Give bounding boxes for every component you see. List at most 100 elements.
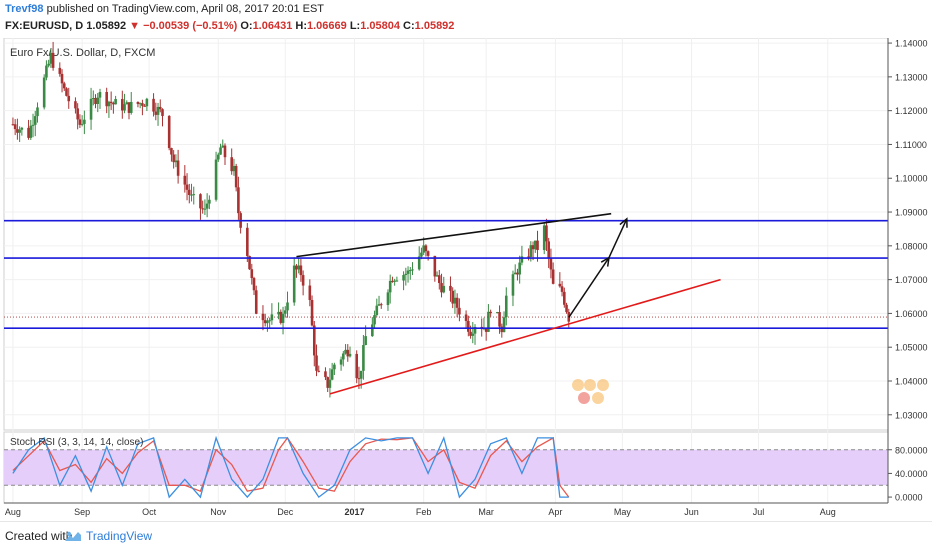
candle-body <box>386 292 390 306</box>
candle-body <box>295 265 298 270</box>
candle-body <box>223 145 227 158</box>
stochastic-pane <box>4 435 888 499</box>
candle-body <box>344 349 347 354</box>
candle-body <box>31 124 35 126</box>
candle-body <box>531 245 535 250</box>
candle-body <box>141 103 144 106</box>
candle-body <box>326 377 329 388</box>
candle-body <box>449 285 452 291</box>
candle-body <box>317 370 321 372</box>
candle-body <box>51 52 55 68</box>
x-tick-label: Feb <box>416 507 432 517</box>
x-tick-label: Nov <box>210 507 227 517</box>
candle-body <box>36 107 39 117</box>
candle-body <box>422 245 425 253</box>
candle-body <box>549 258 553 270</box>
candle-body <box>502 317 506 333</box>
ohlc-line: FX:EURUSD, D 1.05892 ▼ −0.00539 (−0.51%)… <box>5 20 454 32</box>
price-axis[interactable]: 1.14000 1.13000 1.12000 1.11000 1.10000 1.090… <box>887 38 932 521</box>
author-link[interactable]: Trevf98 <box>5 3 44 15</box>
candle-body <box>58 67 62 74</box>
candle-body <box>221 145 225 148</box>
low-value: 1.05804 <box>360 20 400 32</box>
candle-body <box>558 283 562 287</box>
arrow-shaft <box>608 218 628 258</box>
candle-body <box>520 256 524 263</box>
candle-body <box>458 307 461 315</box>
candle-body <box>105 92 108 107</box>
candle-body <box>373 315 376 325</box>
watermark-dot <box>572 379 584 391</box>
candle-body <box>310 299 314 326</box>
candle-body <box>315 355 318 371</box>
candle-body <box>379 304 383 306</box>
candle-body <box>426 251 430 256</box>
projection-arrows[interactable] <box>568 217 628 318</box>
candle-body <box>201 208 204 210</box>
chart-area[interactable]: Euro Fx/U.S. Dollar, D, FXCM 1.087441.07… <box>0 38 932 521</box>
candle-body <box>219 147 222 155</box>
candle-body <box>112 103 115 105</box>
footer: Created with TradingView <box>0 521 932 551</box>
candle-body <box>516 272 519 275</box>
low-label: L: <box>349 20 361 32</box>
y-tick-label: 1.14000 <box>895 39 928 49</box>
close-label: C: <box>403 20 415 32</box>
published-text: published on TradingView.com, April 08, … <box>46 3 325 15</box>
candle-body <box>11 124 15 126</box>
candle-body <box>312 325 316 356</box>
candle-body <box>489 311 492 314</box>
candle-body <box>547 241 550 259</box>
watermark-icon <box>572 379 609 404</box>
publish-line: Trevf98 published on TradingView.com, Ap… <box>5 3 324 15</box>
candle-body <box>371 324 374 337</box>
candle-body <box>263 320 267 324</box>
candle-body <box>174 160 178 163</box>
chart-title: Euro Fx/U.S. Dollar, D, FXCM <box>10 47 155 59</box>
stoch-d-line <box>12 436 570 498</box>
candle-body <box>154 111 158 115</box>
candle-body <box>123 104 126 111</box>
candle-body <box>176 160 180 176</box>
watermark-dot <box>597 379 609 391</box>
candle-body <box>237 187 240 214</box>
candle-body <box>89 98 93 120</box>
candle-body <box>330 369 334 380</box>
candle-body <box>391 280 394 282</box>
candle-body <box>33 116 37 125</box>
candle-body <box>355 353 359 379</box>
candle-body <box>375 305 379 316</box>
candle-body <box>96 97 100 104</box>
candle-body <box>346 349 350 357</box>
candle-body <box>504 295 508 318</box>
candle-body <box>143 105 146 107</box>
high-value: 1.06669 <box>307 20 347 32</box>
tradingview-logo-icon[interactable] <box>64 530 82 545</box>
candle-body <box>127 102 131 113</box>
price-change: −0.00539 (−0.51%) <box>143 20 238 32</box>
candle-body <box>45 65 48 78</box>
candle-body <box>254 290 258 314</box>
y-tick-label: 1.10000 <box>895 174 928 184</box>
open-label: O: <box>240 20 253 32</box>
candle-body <box>83 119 86 124</box>
candle-body <box>190 194 193 196</box>
candle-body <box>377 304 381 306</box>
candle-body <box>408 269 412 271</box>
trendlines[interactable] <box>296 212 721 395</box>
trendline-upper <box>296 212 612 258</box>
candle-body <box>420 252 423 257</box>
time-axis[interactable]: Aug Sep Oct Nov Dec 2017 Feb Mar Apr May Jun Jul Aug <box>4 502 888 517</box>
x-tick-label: May <box>614 507 632 517</box>
candle-body <box>545 225 548 242</box>
y-tick-label: 1.07000 <box>895 275 928 285</box>
candle-body <box>98 92 102 98</box>
candle-body <box>513 272 517 275</box>
candle-body <box>565 304 568 313</box>
candle-body <box>500 326 504 333</box>
tradingview-brand[interactable]: TradingView <box>86 529 153 543</box>
y-tick-label: 1.11000 <box>895 140 927 150</box>
candle-body <box>47 63 50 66</box>
candle-body <box>185 184 189 190</box>
x-tick-label: Jun <box>684 507 699 517</box>
